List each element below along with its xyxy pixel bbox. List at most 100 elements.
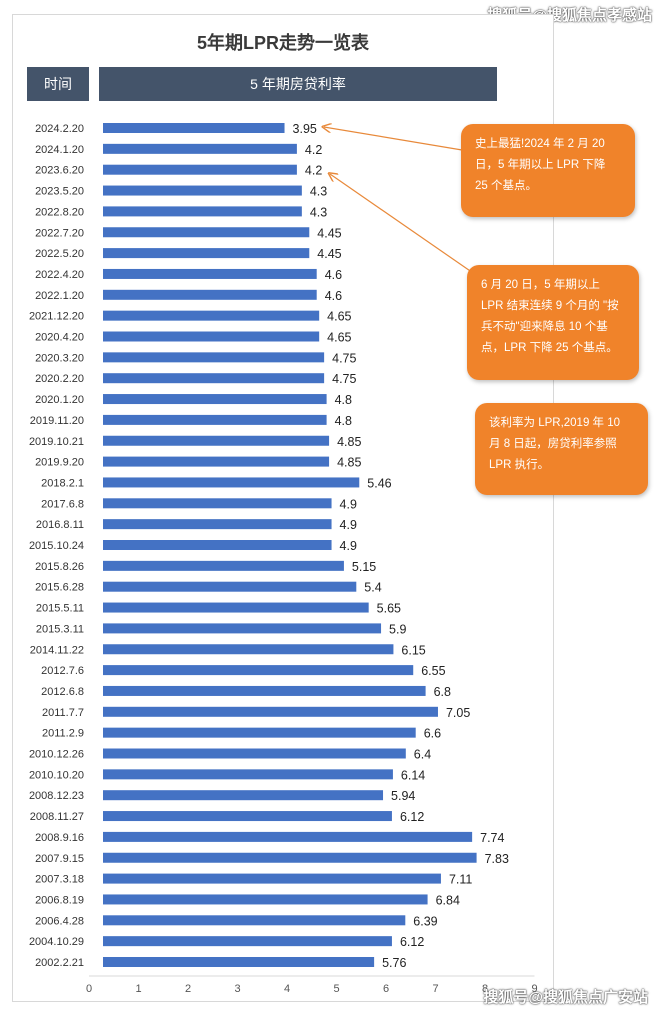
category-label: 2022.4.20 <box>35 269 84 281</box>
category-label: 2008.9.16 <box>35 832 84 844</box>
category-label: 2021.12.20 <box>29 311 84 323</box>
bar <box>103 310 320 321</box>
bar <box>103 227 310 238</box>
value-label: 6.39 <box>413 914 437 928</box>
category-label: 2018.2.1 <box>41 477 84 489</box>
category-label: 2024.1.20 <box>35 144 84 156</box>
value-label: 7.05 <box>446 706 470 720</box>
value-label: 5.76 <box>382 956 406 970</box>
bar <box>103 394 327 405</box>
arrow-2 <box>330 174 477 276</box>
x-tick-label: 1 <box>135 983 141 995</box>
x-tick-label: 8 <box>482 983 488 995</box>
category-label: 2006.8.19 <box>35 894 84 906</box>
value-label: 4.65 <box>327 310 351 324</box>
bar <box>103 831 473 842</box>
value-label: 7.74 <box>480 831 504 845</box>
bar <box>103 602 369 613</box>
callout-2024-cut: 史上最猛!2024 年 2 月 20 日，5 年期以上 LPR 下降 25 个基… <box>461 124 635 217</box>
chart-title: 5年期LPR走势一览表 <box>196 33 369 53</box>
value-label: 6.15 <box>401 643 425 657</box>
bar <box>103 435 330 446</box>
value-label: 4.75 <box>332 372 356 386</box>
category-label: 2015.10.24 <box>29 540 84 552</box>
value-label: 6.14 <box>401 768 425 782</box>
value-label: 7.11 <box>449 873 472 887</box>
value-label: 4.45 <box>317 247 341 261</box>
value-label: 4.3 <box>310 205 327 219</box>
bar <box>103 143 297 154</box>
value-label: 4.8 <box>335 414 352 428</box>
x-tick-label: 3 <box>234 983 240 995</box>
value-label: 6.12 <box>400 810 424 824</box>
category-label: 2007.3.18 <box>35 874 84 886</box>
category-label: 2015.8.26 <box>35 561 84 573</box>
bar <box>103 540 332 550</box>
value-label: 4.2 <box>305 164 322 178</box>
category-label: 2010.10.20 <box>29 769 84 781</box>
header-rate: 5 年期房贷利率 <box>99 67 497 101</box>
value-label: 4.6 <box>325 268 342 282</box>
bar <box>103 706 438 717</box>
category-label: 2012.6.8 <box>41 686 84 698</box>
x-tick-label: 7 <box>432 983 438 995</box>
value-label: 6.55 <box>421 664 445 678</box>
value-label: 4.65 <box>327 331 351 345</box>
category-label: 2006.4.28 <box>35 915 84 927</box>
x-tick-label: 2 <box>185 983 191 995</box>
value-label: 3.95 <box>293 122 317 136</box>
category-label: 2008.12.23 <box>29 790 84 802</box>
bar <box>103 373 325 384</box>
x-tick-label: 6 <box>383 983 389 995</box>
category-label: 2017.6.8 <box>41 498 84 510</box>
value-label: 7.83 <box>485 852 509 866</box>
bar <box>103 519 332 530</box>
value-label: 4.9 <box>340 539 357 553</box>
category-label: 2014.11.22 <box>30 644 84 656</box>
category-label: 2019.11.20 <box>30 415 84 427</box>
category-label: 2004.10.29 <box>29 936 84 948</box>
bar <box>103 331 320 342</box>
value-label: 5.94 <box>391 789 415 803</box>
bar <box>103 873 441 884</box>
bar <box>103 727 416 738</box>
value-label: 5.9 <box>389 622 406 636</box>
bar <box>103 123 285 133</box>
category-label: 2015.6.28 <box>35 582 84 594</box>
category-label: 2015.5.11 <box>36 603 84 615</box>
category-label: 2022.7.20 <box>35 227 84 239</box>
category-label: 2007.9.15 <box>35 853 84 865</box>
category-label: 2022.1.20 <box>35 290 84 302</box>
bar <box>103 498 332 509</box>
bar <box>103 456 330 467</box>
category-label: 2012.7.6 <box>41 665 84 677</box>
category-label: 2020.3.20 <box>35 352 84 364</box>
value-label: 4.2 <box>305 143 322 157</box>
value-label: 4.9 <box>340 497 357 511</box>
value-label: 4.8 <box>335 393 352 407</box>
bar <box>103 185 302 196</box>
category-label: 2023.6.20 <box>35 165 84 177</box>
bar <box>103 644 394 655</box>
value-label: 6.12 <box>400 935 424 949</box>
bar <box>103 477 360 488</box>
bar <box>103 685 426 696</box>
bar <box>103 352 325 363</box>
value-label: 4.45 <box>317 226 341 240</box>
x-tick-label: 9 <box>531 983 537 995</box>
bar <box>103 665 414 676</box>
category-label: 2022.5.20 <box>35 248 84 260</box>
category-label: 2019.9.20 <box>35 457 84 469</box>
value-label: 4.75 <box>332 351 356 365</box>
category-label: 2020.1.20 <box>35 394 84 406</box>
callout-2023-cut: 6 月 20 日，5 年期以上 LPR 结束连续 9 个月的 "按兵不动"迎来降… <box>467 265 639 380</box>
bar <box>103 936 392 947</box>
category-label: 2022.8.20 <box>35 206 84 218</box>
bar <box>103 414 327 425</box>
x-tick-label: 0 <box>86 983 92 995</box>
category-label: 2011.2.9 <box>42 728 84 740</box>
arrow-1 <box>324 127 463 151</box>
bar <box>103 623 382 634</box>
